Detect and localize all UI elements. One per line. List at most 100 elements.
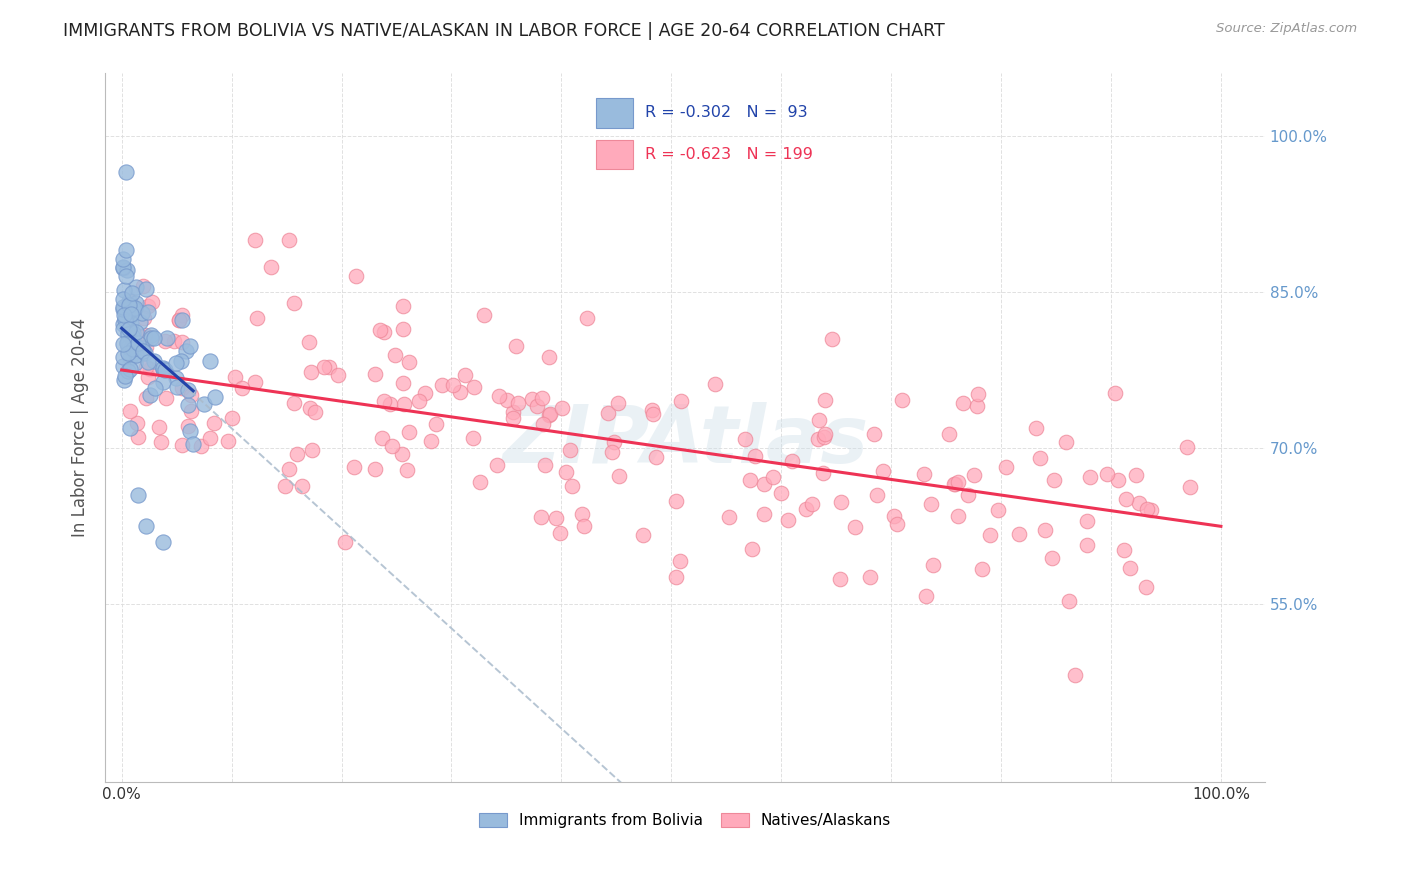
- Point: [914, 589, 936, 603]
- Point: [135, 282, 157, 296]
- Point: [807, 432, 830, 446]
- Point: [808, 413, 831, 427]
- Point: [120, 404, 142, 418]
- Point: [555, 466, 578, 480]
- Point: [1025, 420, 1047, 434]
- Point: [1095, 467, 1118, 481]
- Point: [368, 323, 391, 337]
- Point: [128, 329, 150, 343]
- Point: [125, 340, 148, 354]
- Point: [152, 361, 174, 376]
- Point: [432, 378, 454, 392]
- Point: [859, 570, 882, 584]
- Point: [744, 450, 766, 464]
- Point: [1115, 492, 1137, 507]
- Point: [782, 454, 804, 468]
- Point: [170, 381, 193, 395]
- Point: [112, 372, 135, 386]
- Point: [796, 502, 818, 516]
- Point: [312, 359, 335, 374]
- Point: [143, 381, 166, 395]
- Point: [1076, 538, 1098, 552]
- Point: [665, 569, 688, 583]
- Point: [117, 335, 139, 350]
- Point: [170, 335, 193, 350]
- Point: [717, 509, 740, 524]
- Point: [1042, 473, 1064, 487]
- Point: [537, 350, 560, 364]
- Point: [561, 478, 583, 492]
- Point: [752, 477, 775, 491]
- Point: [645, 450, 668, 464]
- Point: [139, 330, 162, 344]
- Point: [120, 316, 142, 330]
- Point: [135, 359, 157, 374]
- Point: [152, 376, 174, 390]
- Point: [112, 293, 135, 307]
- Point: [1078, 470, 1101, 484]
- Point: [115, 165, 138, 179]
- Point: [132, 310, 155, 325]
- Point: [574, 519, 596, 533]
- Point: [127, 335, 149, 350]
- Point: [607, 468, 630, 483]
- Point: [114, 311, 136, 326]
- Point: [946, 509, 969, 524]
- Point: [155, 391, 177, 405]
- Point: [952, 396, 974, 410]
- Point: [111, 350, 134, 364]
- Point: [391, 447, 413, 461]
- Point: [866, 488, 889, 502]
- Point: [398, 425, 420, 439]
- Point: [470, 475, 492, 489]
- Point: [420, 434, 443, 449]
- Point: [631, 528, 654, 542]
- Point: [531, 417, 554, 431]
- Point: [1178, 480, 1201, 494]
- Point: [112, 301, 135, 315]
- Point: [204, 390, 226, 404]
- Point: [392, 376, 415, 390]
- Point: [967, 387, 990, 401]
- Point: [176, 418, 198, 433]
- Point: [115, 262, 138, 277]
- Point: [134, 392, 156, 406]
- Point: [135, 340, 157, 354]
- Point: [176, 383, 198, 397]
- Point: [343, 460, 366, 475]
- Point: [828, 573, 851, 587]
- Point: [112, 283, 135, 297]
- Point: [571, 507, 593, 521]
- Y-axis label: In Labor Force | Age 20-64: In Labor Force | Age 20-64: [72, 318, 89, 537]
- Point: [1136, 501, 1159, 516]
- Point: [287, 447, 309, 461]
- Point: [938, 427, 960, 442]
- Point: [1063, 667, 1085, 681]
- Point: [117, 322, 139, 336]
- Point: [505, 339, 527, 353]
- Point: [136, 370, 159, 384]
- Point: [813, 430, 835, 444]
- Point: [198, 354, 221, 368]
- Point: [118, 322, 141, 336]
- Point: [373, 326, 395, 340]
- Point: [304, 405, 326, 419]
- Point: [118, 293, 141, 308]
- Point: [391, 299, 413, 313]
- Text: IMMIGRANTS FROM BOLIVIA VS NATIVE/ALASKAN IN LABOR FORCE | AGE 20-64 CORRELATION: IMMIGRANTS FROM BOLIVIA VS NATIVE/ALASKA…: [63, 22, 945, 40]
- Point: [124, 301, 146, 315]
- Text: ZIPAtlas: ZIPAtlas: [502, 402, 868, 481]
- Point: [373, 394, 395, 409]
- Point: [963, 468, 986, 483]
- Point: [844, 520, 866, 534]
- Point: [118, 351, 141, 365]
- Point: [526, 399, 548, 413]
- Point: [558, 443, 581, 458]
- Point: [114, 313, 136, 327]
- Point: [291, 479, 314, 493]
- Point: [204, 416, 226, 430]
- Point: [970, 562, 993, 576]
- Point: [121, 329, 143, 343]
- Point: [179, 339, 201, 353]
- Point: [318, 360, 340, 375]
